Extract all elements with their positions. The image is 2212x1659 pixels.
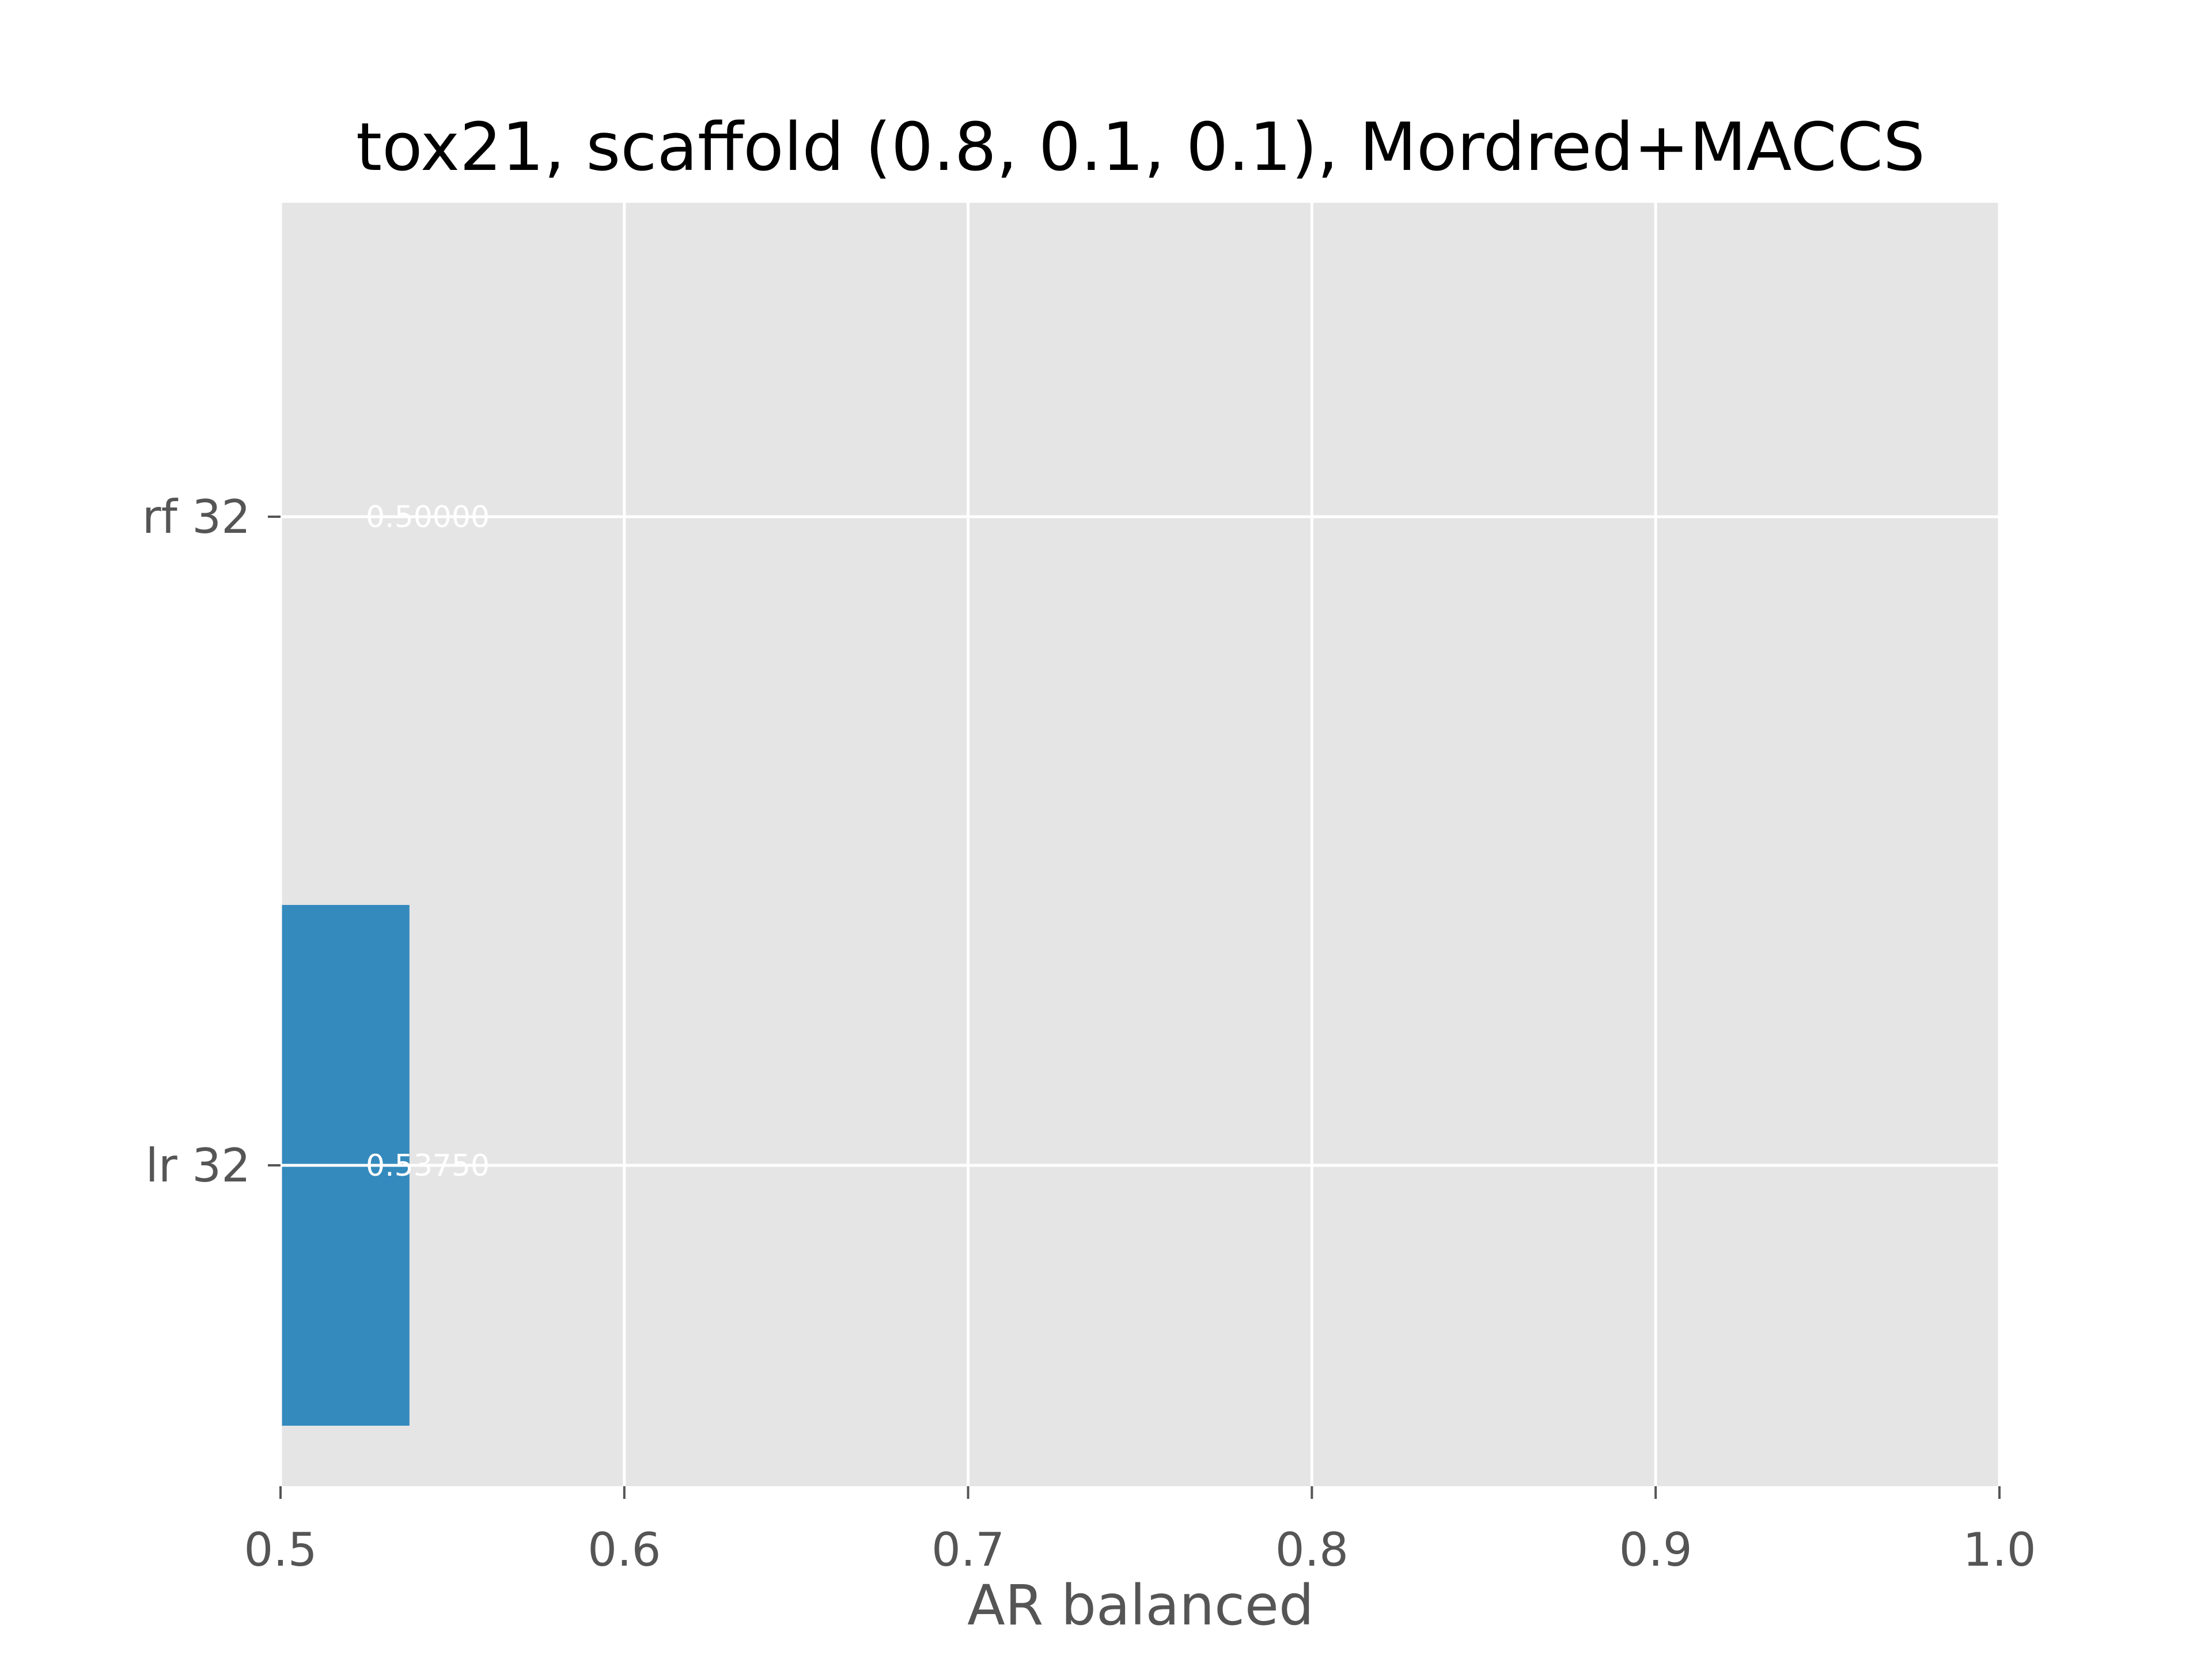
x-tick-label: 0.6 (588, 1523, 661, 1577)
x-tick-label: 1.0 (1963, 1523, 2036, 1577)
x-axis-label: AR balanced (967, 1573, 1314, 1638)
x-tick-label: 0.7 (931, 1523, 1005, 1577)
data-label: 0.53750 (366, 1149, 490, 1183)
data-label: 0.50000 (366, 500, 490, 535)
x-axis-ticks: 0.5 0.6 0.7 0.8 0.9 1.0 (244, 1486, 2036, 1577)
chart-title: tox21, scaffold (0.8, 0.1, 0.1), Mordred… (356, 109, 1925, 186)
plot-area (281, 203, 1999, 1486)
x-tick-label: 0.9 (1619, 1523, 1692, 1577)
y-tick-label: lr 32 (146, 1139, 251, 1192)
y-tick-label: rf 32 (142, 490, 251, 544)
data-labels: 0.53750 0.50000 (366, 500, 490, 1183)
y-axis-ticks: lr 32 rf 32 (142, 490, 281, 1192)
grid-lines (279, 203, 2001, 1486)
x-tick-label: 0.8 (1275, 1523, 1349, 1577)
x-tick-label: 0.5 (244, 1523, 317, 1577)
